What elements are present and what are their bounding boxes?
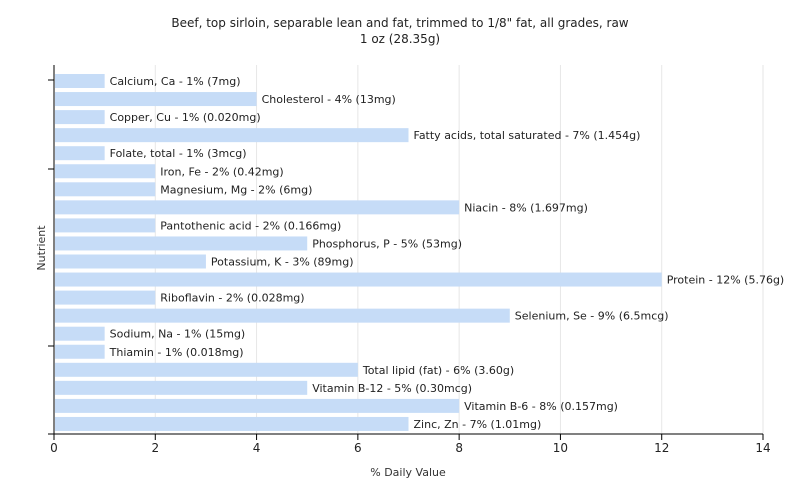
bar xyxy=(55,92,257,107)
x-tick-label: 2 xyxy=(151,441,159,455)
x-axis-label: % Daily Value xyxy=(370,466,446,479)
bar xyxy=(55,272,662,287)
bar-label: Protein - 12% (5.76g) xyxy=(667,274,785,287)
bar-label: Calcium, Ca - 1% (7mg) xyxy=(110,75,241,88)
bar xyxy=(55,164,156,179)
bar xyxy=(55,308,510,323)
x-tick-label: 14 xyxy=(755,441,770,455)
bar-label: Zinc, Zn - 7% (1.01mg) xyxy=(414,418,542,431)
x-tick-label: 12 xyxy=(654,441,669,455)
bar-label: Sodium, Na - 1% (15mg) xyxy=(110,328,246,341)
x-tick-label: 4 xyxy=(253,441,261,455)
bar xyxy=(55,362,358,377)
bar-label: Iron, Fe - 2% (0.42mg) xyxy=(160,165,283,178)
x-tick-label: 6 xyxy=(354,441,362,455)
bar xyxy=(55,74,105,88)
bar xyxy=(55,380,308,395)
bar xyxy=(55,344,105,359)
bar-label: Riboflavin - 2% (0.028mg) xyxy=(160,292,304,305)
bar xyxy=(55,110,105,125)
x-tick-label: 8 xyxy=(455,441,463,455)
chart-subtitle: 1 oz (28.35g) xyxy=(359,32,441,46)
chart-title-block: Beef, top sirloin, separable lean and fa… xyxy=(0,15,800,47)
bar xyxy=(55,182,156,197)
bar-label: Magnesium, Mg - 2% (6mg) xyxy=(160,183,312,196)
axes: 0 2 4 6 8 10 12 14 xyxy=(48,65,771,455)
bar xyxy=(55,290,156,305)
bar-label: Total lipid (fat) - 6% (3.60g) xyxy=(362,364,514,377)
bar xyxy=(55,254,206,269)
bar-label: Niacin - 8% (1.697mg) xyxy=(464,201,588,214)
bar-label: Cholesterol - 4% (13mg) xyxy=(262,93,396,106)
bar xyxy=(55,146,105,161)
bar-label: Copper, Cu - 1% (0.020mg) xyxy=(110,111,261,124)
bar-label: Folate, total - 1% (3mcg) xyxy=(110,147,247,160)
bar-label: Selenium, Se - 9% (6.5mcg) xyxy=(515,310,669,323)
y-axis-label: Nutrient xyxy=(35,225,48,271)
bar xyxy=(55,218,156,233)
bar xyxy=(55,128,409,143)
bar xyxy=(55,416,409,431)
bar-label: Vitamin B-6 - 8% (0.157mg) xyxy=(464,400,618,413)
bar-label: Thiamin - 1% (0.018mg) xyxy=(109,346,244,359)
bar-label: Vitamin B-12 - 5% (0.30mcg) xyxy=(312,382,472,395)
chart-title: Beef, top sirloin, separable lean and fa… xyxy=(171,16,629,30)
bar xyxy=(55,326,105,341)
bar-label: Phosphorus, P - 5% (53mg) xyxy=(312,237,462,250)
x-tick-label: 0 xyxy=(50,441,58,455)
bar-label: Fatty acids, total saturated - 7% (1.454… xyxy=(414,129,641,142)
bar xyxy=(55,398,460,413)
bar xyxy=(55,200,460,215)
bar-label: Pantothenic acid - 2% (0.166mg) xyxy=(160,219,341,232)
bar-group: Calcium, Ca - 1% (7mg) Cholesterol - 4% (… xyxy=(55,74,784,431)
x-tick-label: 10 xyxy=(553,441,568,455)
bar-label: Potassium, K - 3% (89mg) xyxy=(211,256,354,269)
bar xyxy=(55,236,308,251)
